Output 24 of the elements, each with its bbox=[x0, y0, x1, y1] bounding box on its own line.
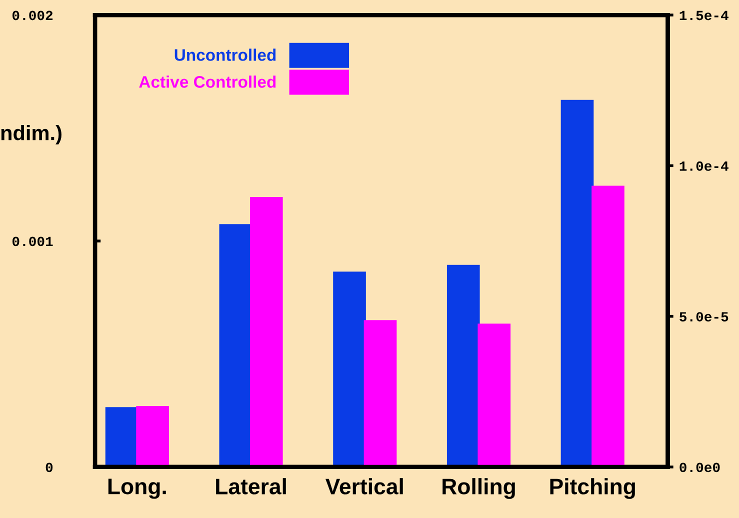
y-tick-label: 0.002 bbox=[12, 10, 53, 20]
x-tick-label: Vertical bbox=[326, 478, 403, 494]
y-axis-title: ndim.) bbox=[1, 124, 62, 144]
y2-tick-label: 1.5e-4 bbox=[680, 10, 728, 20]
bar bbox=[333, 272, 366, 467]
x-tick-label: Lateral bbox=[216, 478, 286, 494]
bar bbox=[446, 264, 480, 467]
legend-label: Uncontrolled bbox=[174, 48, 276, 61]
bar bbox=[105, 407, 138, 467]
bar bbox=[592, 186, 624, 467]
y2-tick-label: 1.0e-4 bbox=[680, 161, 728, 171]
y-tick-label: 0 bbox=[46, 462, 53, 472]
bar bbox=[560, 100, 594, 467]
x-tick-label: Pitching bbox=[550, 478, 635, 499]
bar bbox=[250, 197, 283, 467]
x-tick-label: Rolling bbox=[442, 478, 515, 499]
y-tick-label: 0.001 bbox=[12, 236, 53, 246]
y2-tick-label: 0.0e0 bbox=[680, 462, 720, 472]
legend-label: Active Controlled bbox=[139, 76, 276, 88]
bar bbox=[364, 320, 397, 467]
bar bbox=[136, 406, 169, 467]
x-tick-label: Long. bbox=[108, 478, 166, 499]
bar bbox=[478, 324, 511, 467]
y2-tick-label: 5.0e-5 bbox=[680, 312, 728, 322]
